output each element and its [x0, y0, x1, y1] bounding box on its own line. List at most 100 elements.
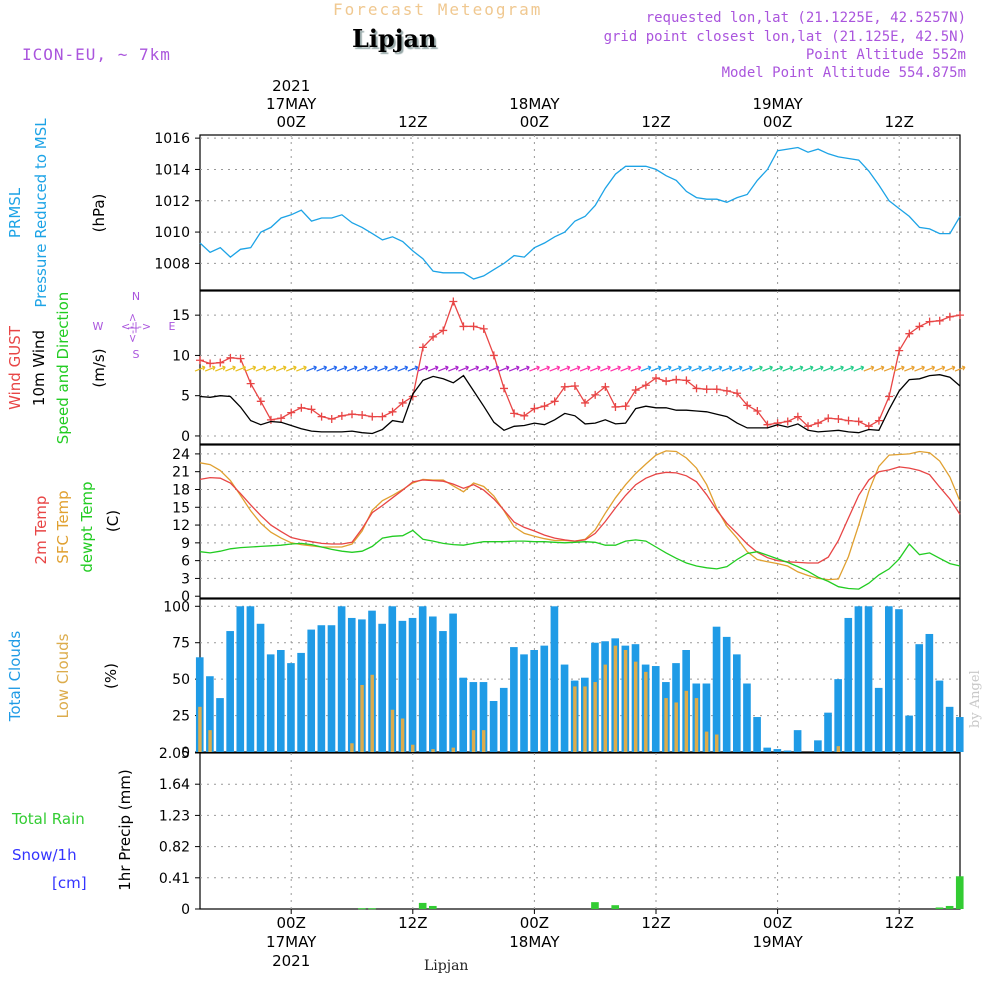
rain-bar: [418, 902, 427, 909]
low-cloud-bar: [431, 749, 435, 752]
model-label: ICON-EU, ~ 7km: [22, 45, 171, 64]
total-cloud-bar: [408, 617, 417, 752]
gust-marker: [956, 311, 964, 320]
gust-marker: [783, 417, 792, 426]
wind-direction-arrow: [681, 365, 692, 372]
wind-direction-arrow: [296, 365, 307, 372]
y-tick-label: 0.41: [159, 871, 190, 887]
total-cloud-bar: [783, 750, 792, 752]
y-tick-label: 1016: [154, 131, 190, 147]
y-tick-label: 3: [181, 571, 190, 587]
wind-direction-arrow: [752, 365, 763, 372]
wind-direction-arrow: [245, 365, 257, 372]
low-cloud-bar: [836, 746, 841, 752]
total-clouds-label: Total Clouds: [6, 631, 24, 723]
total-cloud-bar: [834, 679, 842, 752]
temp-2m-label: 2m Temp: [32, 496, 50, 565]
total-cloud-bar: [733, 654, 741, 752]
total-cloud-bar: [459, 677, 468, 752]
low-cloud-bar: [208, 730, 212, 752]
rain-bar: [429, 905, 437, 909]
pressure-label-long: Pressure Reduced to MSL: [32, 118, 50, 308]
wind-direction-arrow: [954, 365, 966, 372]
low-cloud-bar: [451, 747, 455, 752]
wind-line: [199, 374, 961, 435]
rain-side-label: Total Rain: [11, 810, 85, 828]
wind-direction-arrow: [812, 365, 824, 372]
gust-marker: [722, 386, 731, 395]
wind-direction-arrow: [711, 365, 723, 372]
gust-marker: [469, 322, 478, 331]
x-tick-label-bottom: 12Z: [398, 914, 427, 932]
gust-marker: [277, 414, 286, 423]
x-tick-label-top: 00Z: [277, 113, 306, 131]
gust-marker: [743, 401, 752, 410]
wind-direction-arrow: [741, 365, 753, 372]
wind-direction-arrow: [802, 365, 814, 372]
wind-direction-arrow: [660, 365, 672, 372]
date-label-bottom: 19MAY: [752, 933, 803, 951]
low-cloud-bar: [664, 698, 668, 752]
x-tick-label-top: 12Z: [885, 113, 914, 131]
wind-direction-arrow: [488, 365, 500, 372]
gust-marker: [621, 402, 630, 411]
wind-direction-arrow: [316, 365, 328, 372]
temp-unit: (C): [104, 510, 122, 532]
gust-marker: [520, 411, 529, 420]
compass-n: N: [132, 290, 140, 303]
gust-marker: [712, 385, 721, 394]
total-cloud-bar: [297, 652, 305, 752]
total-cloud-bar: [935, 680, 944, 752]
wind-direction-arrow: [498, 365, 510, 372]
gust-marker: [662, 377, 671, 386]
wind-direction-arrow: [559, 365, 571, 372]
total-cloud-bar: [347, 617, 356, 752]
total-cloud-bar: [530, 650, 538, 752]
y-tick-label: 2.05: [159, 746, 190, 762]
gust-marker: [550, 397, 559, 406]
wind-unit: (m/s): [90, 348, 108, 387]
total-cloud-bar: [337, 606, 346, 752]
y-tick-label: 15: [172, 308, 190, 324]
gust-marker: [925, 317, 934, 326]
date-label-top: 17MAY: [266, 95, 317, 113]
total-cloud-bar: [378, 623, 386, 752]
year-label-top: 2021: [272, 77, 310, 95]
compass-s: S: [133, 348, 140, 361]
x-tick-label-bottom: 00Z: [520, 914, 549, 932]
wind-direction-arrow: [650, 365, 662, 372]
y-tick-label: 1014: [154, 162, 190, 178]
total-cloud-bar: [844, 617, 853, 752]
total-cloud-bar: [327, 625, 336, 752]
total-cloud-bar: [854, 606, 863, 752]
low-cloud-bar: [198, 706, 202, 752]
temp-2m-line: [199, 466, 961, 564]
total-cloud-bar: [793, 730, 802, 752]
rain-bar: [945, 905, 954, 909]
wind-direction-arrow: [255, 365, 267, 372]
gust-marker: [773, 419, 782, 428]
precip-label: 1hr Precip (mm): [116, 769, 134, 890]
wind-direction-arrow: [671, 365, 682, 372]
compass-w: W: [93, 320, 104, 333]
y-tick-label: 5: [181, 389, 190, 405]
total-cloud-bar: [773, 749, 782, 752]
low-cloud-bar: [704, 731, 709, 752]
compass-rose-v: <-|->: [126, 313, 139, 343]
requested-coords: requested lon,lat (21.1225E, 42.5257N): [645, 10, 966, 26]
gust-marker: [246, 379, 255, 388]
gust-marker: [581, 398, 590, 407]
low-cloud-bar: [573, 686, 577, 752]
total-cloud-bar: [874, 687, 883, 752]
total-cloud-bar: [824, 712, 832, 752]
x-tick-label-top: 00Z: [520, 113, 549, 131]
low-cloud-bar: [644, 671, 648, 752]
x-tick-label-top: 12Z: [398, 113, 427, 131]
y-tick-label: 6: [181, 554, 190, 570]
wind-direction-arrow: [833, 365, 844, 372]
gust-marker: [804, 422, 812, 431]
gust-marker: [398, 398, 407, 407]
dewpt-line: [199, 529, 961, 590]
year-label-bottom: 2021: [272, 952, 310, 970]
total-cloud-bar: [206, 676, 214, 752]
